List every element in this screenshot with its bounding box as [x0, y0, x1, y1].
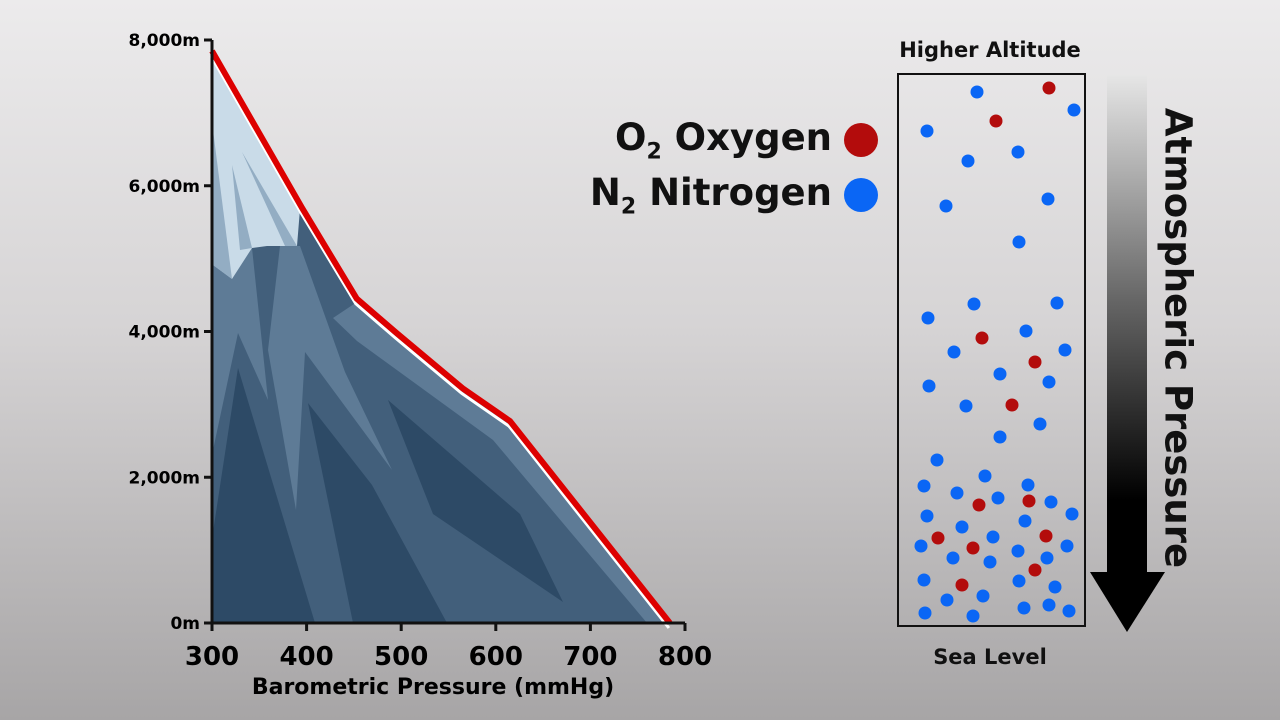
oxygen-molecule	[989, 114, 1003, 128]
oxygen-molecule	[1042, 81, 1056, 95]
oxygen-molecule	[931, 531, 945, 545]
mountain-snow-shade	[242, 152, 297, 246]
nitrogen-molecule	[939, 199, 953, 213]
nitrogen-molecule	[1050, 296, 1064, 310]
molecules	[914, 81, 1081, 623]
nitrogen-molecule	[986, 530, 1000, 544]
x-tick-label: 400	[279, 642, 333, 672]
nitrogen-molecule	[930, 453, 944, 467]
mountain-facet-dark	[308, 403, 447, 623]
mountain-facet-light	[268, 246, 392, 510]
nitrogen-molecule	[976, 589, 990, 603]
x-tick-label: 500	[374, 642, 428, 672]
oxygen-molecule	[1028, 355, 1042, 369]
nitrogen-molecule	[978, 469, 992, 483]
nitrogen-molecule	[1011, 145, 1025, 159]
oxygen-molecule	[972, 498, 986, 512]
nitrogen-molecule	[1017, 601, 1031, 615]
nitrogen-molecule	[950, 486, 964, 500]
nitrogen-molecule	[970, 85, 984, 99]
x-tick-label: 300	[185, 642, 239, 672]
nitrogen-molecule	[1065, 507, 1079, 521]
nitrogen-molecule	[914, 539, 928, 553]
nitrogen-molecule	[1062, 604, 1076, 618]
nitrogen-molecule	[917, 479, 931, 493]
mountain-facet-light	[213, 248, 268, 450]
nitrogen-molecule	[921, 311, 935, 325]
oxygen-molecule	[1005, 398, 1019, 412]
oxygen-molecule	[1039, 529, 1053, 543]
y-tick-label: 8,000m	[129, 31, 201, 51]
nitrogen-molecule	[918, 606, 932, 620]
nitrogen-molecule	[1048, 580, 1062, 594]
oxygen-molecule	[1028, 563, 1042, 577]
legend-nitrogen: N2 Nitrogen	[590, 171, 832, 219]
oxygen-molecule	[1022, 494, 1036, 508]
oxygen-label: Oxygen	[674, 116, 832, 159]
nitrogen-molecule	[1018, 514, 1032, 528]
axes: 0m 2,000m 4,000m 6,000m 8,000m 300 400 500 600 70…	[129, 31, 713, 672]
y-tick-label: 2,000m	[129, 468, 201, 488]
oxygen-molecule	[966, 541, 980, 555]
nitrogen-molecule	[1042, 598, 1056, 612]
nitrogen-molecule	[1041, 192, 1055, 206]
nitrogen-molecule	[991, 491, 1005, 505]
nitrogen-molecule	[1060, 539, 1074, 553]
nitrogen-molecule	[922, 379, 936, 393]
white-edge-line	[209, 55, 671, 629]
nitrogen-molecule	[983, 555, 997, 569]
nitrogen-molecule	[1012, 235, 1026, 249]
x-tick-label: 800	[658, 642, 712, 672]
nitrogen-molecule	[1067, 103, 1081, 117]
nitrogen-label: Nitrogen	[649, 171, 832, 214]
nitrogen-molecule	[1033, 417, 1047, 431]
legend-oxygen: O2 Oxygen	[615, 116, 832, 164]
nitrogen-molecule	[959, 399, 973, 413]
x-axis-title: Barometric Pressure (mmHg)	[252, 675, 614, 700]
pressure-arrow-icon	[1090, 75, 1165, 632]
nitrogen-molecule	[955, 520, 969, 534]
nitrogen-formula: N	[589, 171, 621, 214]
nitrogen-molecule	[967, 297, 981, 311]
nitrogen-molecule	[1019, 324, 1033, 338]
mountain-snow-shade	[232, 165, 252, 250]
x-tick-label: 700	[563, 642, 617, 672]
nitrogen-molecule	[1012, 574, 1026, 588]
nitrogen-subscript: 2	[620, 194, 637, 220]
oxygen-formula: O	[614, 116, 647, 159]
oxygen-molecule	[955, 578, 969, 592]
sea-level-label: Sea Level	[933, 645, 1047, 669]
nitrogen-molecule	[1044, 495, 1058, 509]
nitrogen-molecule	[993, 367, 1007, 381]
y-tick-label: 4,000m	[129, 323, 201, 343]
nitrogen-molecule	[993, 430, 1007, 444]
mountain-facet-dark	[388, 400, 563, 602]
nitrogen-molecule	[1040, 551, 1054, 565]
atmospheric-pressure-label: Atmospheric Pressure	[1156, 107, 1200, 569]
nitrogen-molecule	[947, 345, 961, 359]
oxygen-subscript: 2	[646, 139, 662, 165]
nitrogen-molecule	[917, 573, 931, 587]
mountain-facet-light	[333, 302, 667, 623]
pressure-altitude-line	[209, 49, 673, 625]
nitrogen-molecule	[920, 124, 934, 138]
nitrogen-molecule	[1042, 375, 1056, 389]
nitrogen-molecule	[946, 551, 960, 565]
air-column-box	[897, 73, 1086, 627]
y-tick-label: 6,000m	[129, 177, 201, 197]
y-tick-label: 0m	[170, 614, 200, 634]
higher-altitude-label: Higher Altitude	[899, 38, 1081, 62]
mountain-snow-shade	[213, 130, 232, 279]
nitrogen-molecule	[966, 609, 980, 623]
mountain-facet-dark	[213, 368, 315, 623]
oxygen-molecule	[975, 331, 989, 345]
nitrogen-molecule	[920, 509, 934, 523]
nitrogen-molecule	[961, 154, 975, 168]
x-tick-label: 600	[469, 642, 523, 672]
nitrogen-molecule	[1021, 478, 1035, 492]
nitrogen-molecule	[940, 593, 954, 607]
nitrogen-molecule	[1058, 343, 1072, 357]
nitrogen-molecule	[1011, 544, 1025, 558]
